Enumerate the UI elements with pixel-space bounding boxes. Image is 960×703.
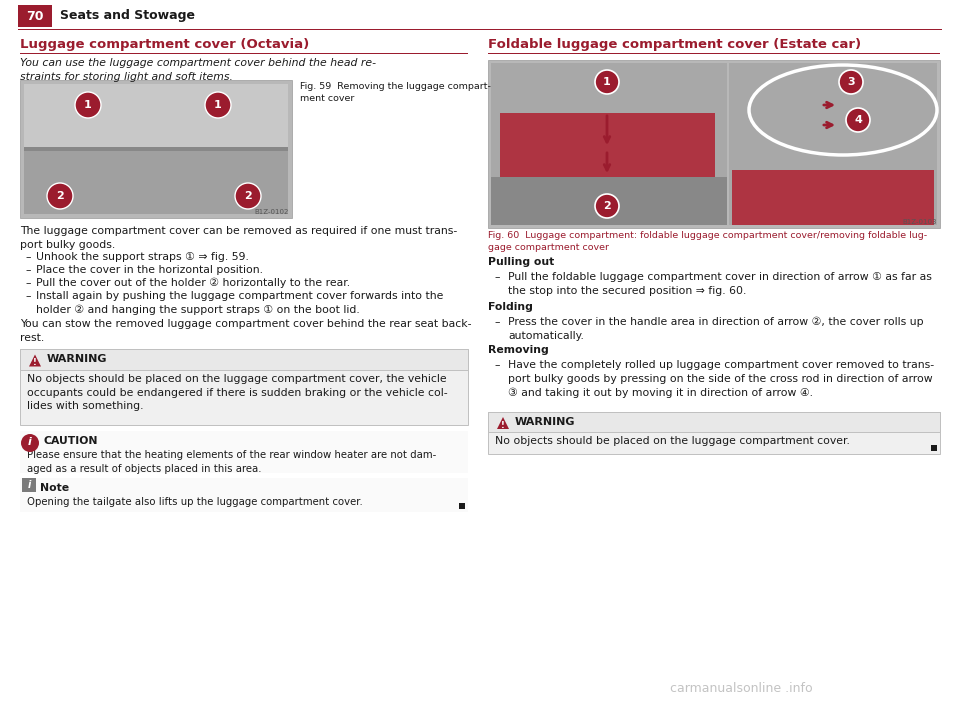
Text: –: –	[494, 360, 499, 370]
Text: i: i	[28, 437, 32, 447]
Text: Place the cover in the horizontal position.: Place the cover in the horizontal positi…	[36, 265, 263, 275]
Text: 3: 3	[847, 77, 854, 87]
Text: Foldable luggage compartment cover (Estate car): Foldable luggage compartment cover (Esta…	[488, 38, 861, 51]
Bar	[488, 412, 940, 432]
Text: –: –	[25, 291, 31, 301]
Bar	[20, 80, 292, 218]
Text: CAUTION: CAUTION	[44, 436, 99, 446]
Bar	[488, 53, 940, 54]
Circle shape	[846, 108, 870, 132]
Bar	[24, 84, 288, 149]
Bar	[24, 147, 288, 151]
Text: 70: 70	[26, 10, 44, 22]
Bar	[20, 478, 468, 512]
Bar	[18, 29, 942, 30]
Text: Luggage compartment cover (Octavia): Luggage compartment cover (Octavia)	[20, 38, 309, 51]
Polygon shape	[29, 354, 41, 366]
Text: Seats and Stowage: Seats and Stowage	[60, 10, 195, 22]
Circle shape	[595, 194, 619, 218]
Text: Please ensure that the heating elements of the rear window heater are not dam-
a: Please ensure that the heating elements …	[27, 450, 436, 474]
Circle shape	[235, 183, 261, 209]
Bar	[20, 349, 468, 370]
Text: –: –	[25, 252, 31, 262]
Bar	[20, 349, 468, 425]
Text: No objects should be placed on the luggage compartment cover.: No objects should be placed on the lugga…	[495, 436, 850, 446]
Text: The luggage compartment cover can be removed as required if one must trans-
port: The luggage compartment cover can be rem…	[20, 226, 457, 250]
Text: Press the cover in the handle area in direction of arrow ②, the cover rolls up
a: Press the cover in the handle area in di…	[508, 317, 924, 341]
Text: Pull the cover out of the holder ② horizontally to the rear.: Pull the cover out of the holder ② horiz…	[36, 278, 350, 288]
Circle shape	[205, 92, 231, 118]
Text: –: –	[25, 278, 31, 288]
Text: 1: 1	[603, 77, 611, 87]
Circle shape	[839, 70, 863, 94]
Text: 2: 2	[56, 191, 64, 201]
Text: You can use the luggage compartment cover behind the head re-
straints for stori: You can use the luggage compartment cove…	[20, 58, 376, 82]
Text: No objects should be placed on the luggage compartment cover, the vehicle
occupa: No objects should be placed on the lugga…	[27, 374, 447, 411]
Bar	[20, 53, 468, 54]
Text: Have the completely rolled up luggage compartment cover removed to trans-
port b: Have the completely rolled up luggage co…	[508, 360, 934, 398]
Bar	[18, 5, 52, 27]
Text: WARNING: WARNING	[47, 354, 108, 364]
Bar	[24, 84, 288, 214]
Text: carmanualsonline .info: carmanualsonline .info	[670, 682, 812, 695]
Text: Install again by pushing the luggage compartment cover forwards into the
holder : Install again by pushing the luggage com…	[36, 291, 444, 315]
Text: Note: Note	[40, 483, 69, 493]
Text: Fig. 59  Removing the luggage compart-
ment cover: Fig. 59 Removing the luggage compart- me…	[300, 82, 491, 103]
Bar	[491, 63, 727, 225]
Bar	[22, 478, 36, 492]
Text: !: !	[501, 420, 505, 430]
Bar	[488, 60, 940, 228]
Text: Opening the tailgate also lifts up the luggage compartment cover.: Opening the tailgate also lifts up the l…	[27, 497, 363, 507]
Text: Pull the foldable luggage compartment cover in direction of arrow ① as far as
th: Pull the foldable luggage compartment co…	[508, 272, 932, 295]
Bar	[459, 503, 465, 509]
Bar	[931, 445, 937, 451]
Text: i: i	[27, 480, 31, 490]
Circle shape	[47, 183, 73, 209]
Text: Fig. 60  Luggage compartment: foldable luggage compartment cover/removing foldab: Fig. 60 Luggage compartment: foldable lu…	[488, 231, 927, 252]
Bar	[20, 431, 468, 473]
Circle shape	[21, 434, 39, 452]
Polygon shape	[497, 417, 509, 429]
Bar	[491, 177, 727, 225]
Text: !: !	[33, 358, 36, 367]
Bar	[732, 170, 934, 225]
Text: 4: 4	[854, 115, 862, 125]
Circle shape	[75, 92, 101, 118]
Text: Unhook the support straps ① ⇒ fig. 59.: Unhook the support straps ① ⇒ fig. 59.	[36, 252, 249, 262]
Text: WARNING: WARNING	[515, 417, 575, 427]
Bar	[488, 412, 940, 454]
Text: Removing: Removing	[488, 345, 549, 355]
Text: –: –	[25, 265, 31, 275]
Text: B1Z-0102: B1Z-0102	[254, 209, 289, 215]
Text: 1: 1	[214, 100, 222, 110]
Text: –: –	[494, 272, 499, 282]
Text: –: –	[494, 317, 499, 327]
Text: 1: 1	[84, 100, 92, 110]
Text: B1Z-0103: B1Z-0103	[902, 219, 937, 225]
Text: 2: 2	[603, 201, 611, 211]
Text: Folding: Folding	[488, 302, 533, 312]
Text: 2: 2	[244, 191, 252, 201]
Circle shape	[595, 70, 619, 94]
Text: Pulling out: Pulling out	[488, 257, 554, 267]
Bar	[729, 63, 937, 225]
Bar	[500, 113, 715, 178]
Text: You can stow the removed luggage compartment cover behind the rear seat back-
re: You can stow the removed luggage compart…	[20, 319, 471, 343]
